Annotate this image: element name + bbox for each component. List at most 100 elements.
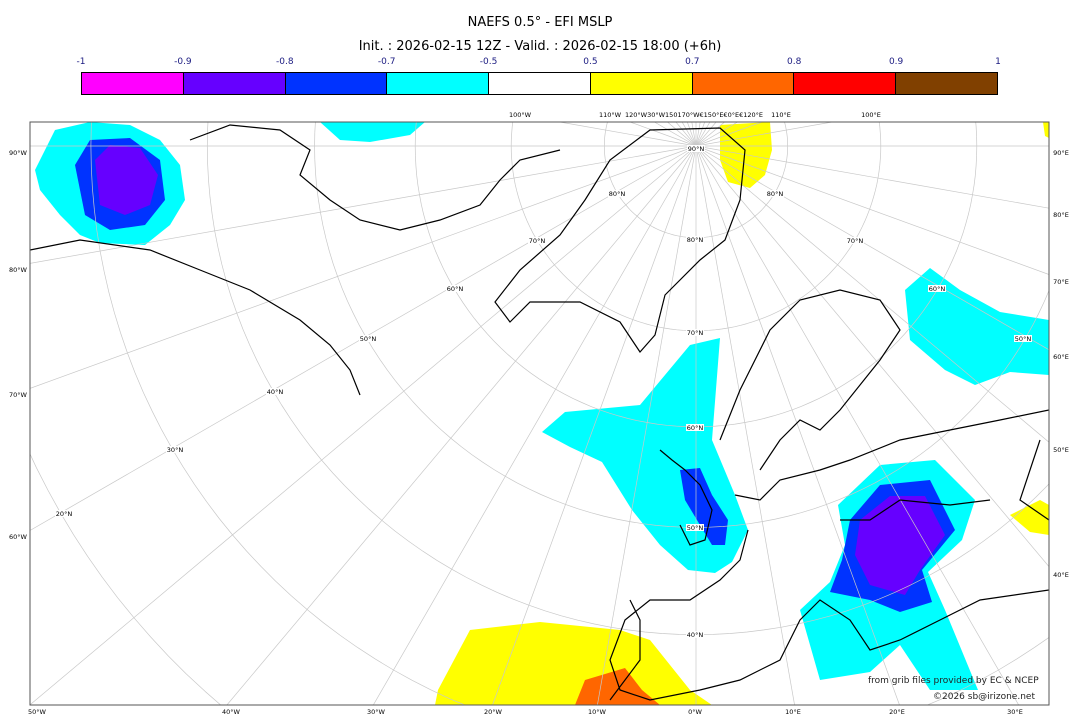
meridian-line [30, 145, 697, 264]
label-background [686, 631, 704, 638]
meridian-line [695, 122, 717, 147]
label-background [846, 237, 864, 244]
colorbar-tick-label: 0.7 [685, 57, 700, 67]
copyright: ©2026 sb@irizone.net [933, 692, 1035, 702]
latitude-circle [314, 122, 1049, 528]
latitude-circle [30, 453, 221, 705]
colorbar-segment [692, 73, 795, 94]
colorbar-tick-label: -0.8 [275, 57, 294, 67]
coastline [659, 449, 713, 546]
longitude-label: 60°W [9, 533, 28, 541]
meridian-line [675, 122, 697, 147]
label-background [686, 424, 704, 431]
colorbar-segment [489, 73, 591, 94]
latitude-label: 20°N [56, 510, 73, 518]
label-background [686, 236, 704, 243]
meridian-line [695, 122, 706, 147]
longitude-label: 110°E [771, 111, 791, 119]
meridian-line [654, 122, 697, 147]
coastline [609, 599, 641, 701]
latitude-circle [510, 122, 882, 332]
colorbar-segment [82, 73, 184, 94]
latitude-labels: 90°N 80°N 80°N 80°N 70°N 70°N 70°N 60°N 60°N 60°N… [55, 145, 1032, 639]
label-background [928, 285, 946, 292]
latitude-circle [206, 122, 1049, 636]
longitude-label: 0°W [688, 708, 702, 716]
longitude-label: 90°E [1053, 149, 1069, 157]
longitude-label: 20°W [484, 708, 503, 716]
efi-field-layer [35, 122, 1049, 705]
latitude-label: 90°N [688, 145, 705, 153]
latitude-label: 80°N [609, 190, 626, 198]
coastline [734, 409, 1049, 501]
coastline [189, 124, 561, 231]
meridian-line [695, 145, 1049, 567]
meridian-line [695, 122, 763, 147]
latitude-label: 80°N [767, 190, 784, 198]
coastline [609, 529, 1049, 701]
longitude-label: 60°E [1053, 353, 1069, 361]
colorbar-segment [896, 73, 998, 94]
efi-area [95, 145, 158, 215]
longitude-label: 10°W [588, 708, 607, 716]
colorbar-segment [285, 73, 388, 94]
meridian-line [695, 122, 701, 147]
longitude-label: 50°E [1053, 446, 1069, 454]
edge-labels: 50°W 40°W 30°W 20°W 10°W 0°W 10°E 20°E 30°E 90°W 8… [9, 111, 1069, 716]
label-background [686, 329, 704, 336]
coastline [840, 499, 991, 521]
latitude-circle [90, 122, 1049, 705]
longitude-label: 80°W [9, 266, 28, 274]
graticule [30, 122, 1049, 705]
label-background [608, 190, 626, 197]
longitude-label: 30°W [367, 708, 386, 716]
latitude-label: 40°N [687, 631, 704, 639]
longitude-label: 30°E [1007, 708, 1023, 716]
longitude-label: 90°W [9, 149, 28, 157]
longitude-label: 40°W [222, 708, 241, 716]
latitude-label: 30°N [167, 446, 184, 454]
latitude-label: 60°N [929, 285, 946, 293]
latitude-label: 40°N [267, 388, 284, 396]
label-background [166, 446, 184, 453]
latitude-label: 80°N [687, 236, 704, 244]
latitude-label: 50°N [360, 335, 377, 343]
map-subtitle: Init. : 2026-02-15 12Z - Valid. : 2026-0… [358, 39, 722, 54]
longitude-label: 100°E [861, 111, 881, 119]
meridian-line [695, 145, 1049, 351]
map-title: NAEFS 0.5° - EFI MSLP [467, 15, 613, 30]
meridian-line [691, 122, 697, 147]
coastline [1019, 439, 1049, 521]
longitude-label: 70°E [1053, 278, 1069, 286]
meridian-line [695, 145, 900, 705]
label-background [686, 524, 704, 531]
label-background [446, 285, 464, 292]
label-background [766, 190, 784, 197]
colorbar-tick-label: -0.9 [174, 57, 192, 67]
efi-area [855, 496, 945, 595]
latitude-label: 50°N [687, 524, 704, 532]
meridian-line [695, 145, 1049, 443]
latitude-label: 70°N [687, 329, 704, 337]
coastlines [30, 124, 1049, 701]
meridian-line [30, 145, 697, 705]
meridian-line [681, 122, 697, 147]
meridian-line [695, 122, 711, 147]
colorbar-tick-label: 0.8 [787, 57, 802, 67]
map-frame [29, 121, 1050, 706]
meridian-line [492, 145, 697, 705]
meridian-line [629, 122, 697, 147]
colorbar-tick-label: 1 [995, 57, 1001, 67]
meridian-line [695, 145, 1049, 209]
latitude-label: 50°N [1015, 335, 1032, 343]
latitude-label: 70°N [847, 237, 864, 245]
longitude-label: 80°E [1053, 211, 1069, 219]
label-background [266, 388, 284, 395]
efi-area [905, 268, 1049, 385]
colorbar-tick-label: -0.5 [479, 57, 498, 67]
colorbar-segment [794, 73, 897, 94]
meridian-line [695, 122, 833, 147]
efi-area [680, 468, 728, 545]
label-background [1014, 335, 1032, 342]
meridian-line [372, 145, 697, 705]
